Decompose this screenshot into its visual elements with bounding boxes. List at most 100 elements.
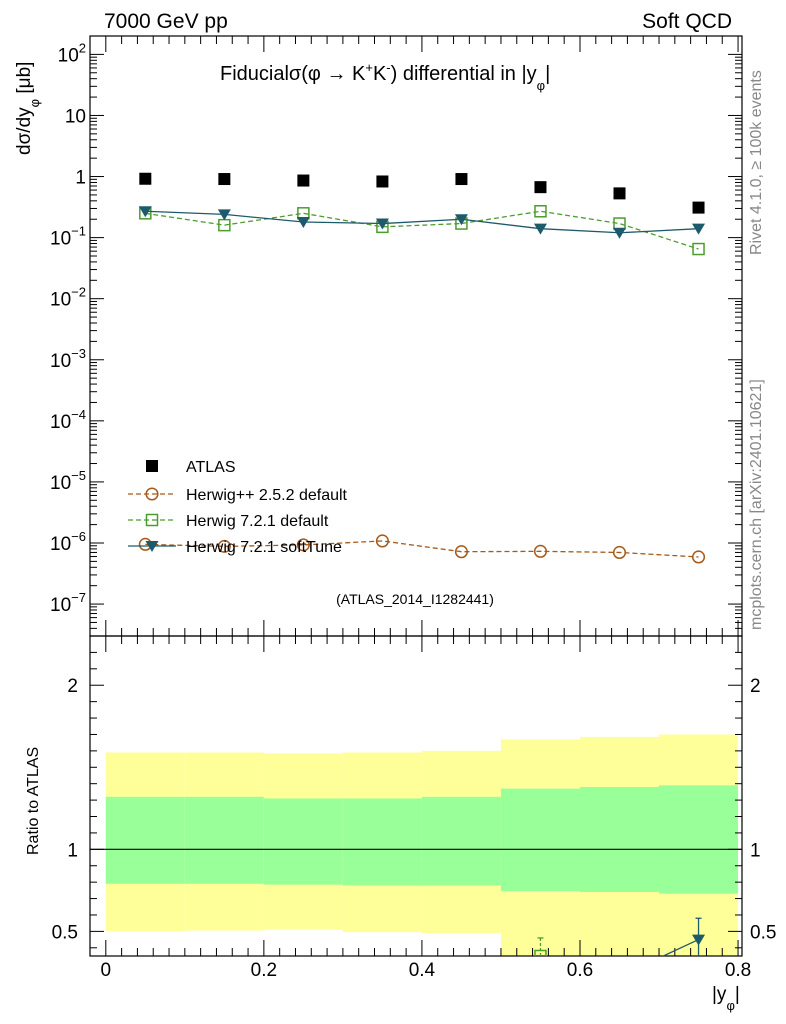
ratio-line <box>661 939 699 956</box>
y-tick-label: 10−3 <box>50 346 86 372</box>
y-tick-label: 10−4 <box>50 407 86 433</box>
plot-title: Fiducialσ(φ → K+K-) differential in |yφ| <box>220 60 550 93</box>
mcplots-label: mcplots.cern.ch [arXiv:2401.10621] <box>748 379 765 630</box>
ratio-band-inner <box>105 796 185 884</box>
data-point <box>375 534 389 548</box>
ratio-band-inner <box>263 798 343 885</box>
ratio-y-tick-label: 1 <box>67 840 78 861</box>
ylabel-part-a: dσ/dy <box>14 107 35 155</box>
x-tick-label: 0 <box>101 960 112 981</box>
y-tick-exponent: −2 <box>71 285 86 300</box>
title-part-d: K <box>373 63 387 85</box>
y-tick-exponent: −1 <box>71 224 86 239</box>
data-point <box>375 218 389 230</box>
y-tick-exponent: 2 <box>79 40 86 55</box>
y-tick-mantissa: 10 <box>50 290 71 311</box>
y-tick-mantissa: 10 <box>58 45 79 66</box>
data-point <box>217 209 231 221</box>
title-part-b: σ(φ → K <box>289 63 366 85</box>
series-line <box>145 210 699 250</box>
data-point <box>692 223 706 235</box>
data-point <box>376 175 389 188</box>
legend-marker <box>145 487 159 501</box>
series-0 <box>139 172 705 214</box>
header-process: Soft QCD <box>642 10 732 33</box>
legend-label: Herwig 7.2.1 softTune <box>186 539 342 556</box>
y-tick-exponent: −4 <box>71 407 86 422</box>
xlabel-part-b: φ <box>726 998 734 1013</box>
data-point <box>139 172 152 185</box>
y-tick-mantissa: 10 <box>50 473 71 494</box>
legend-label: ATLAS <box>186 459 236 476</box>
title-part-h: | <box>545 63 550 85</box>
data-point <box>534 205 547 218</box>
data-point <box>692 201 705 214</box>
ratio-band-inner <box>659 785 739 894</box>
xlabel-part-c: | <box>735 984 740 1005</box>
ratio-point <box>534 949 547 956</box>
ratio-y-axis-label: Ratio to ATLAS <box>25 747 42 855</box>
x-tick-label: 0.6 <box>567 960 593 981</box>
ratio-y-tick-label-right: 0.5 <box>750 922 776 943</box>
data-point <box>454 545 468 559</box>
title-part-g: φ <box>537 78 545 93</box>
data-point <box>218 173 231 186</box>
series-line <box>145 210 699 234</box>
ratio-band-inner <box>579 786 660 892</box>
legend-marker <box>146 460 158 472</box>
ratio-frame <box>89 635 743 957</box>
ratio-band-inner <box>342 798 422 886</box>
legend-label: Herwig++ 2.5.2 default <box>186 487 348 504</box>
data-point <box>613 187 626 200</box>
y-tick-mantissa: 10 <box>50 229 71 250</box>
data-point <box>692 242 705 256</box>
title-part-f: ) differential in |y <box>391 63 537 85</box>
data-point <box>612 545 627 560</box>
y-tick-label: 102 <box>58 40 86 66</box>
x-tick-label: 0.4 <box>409 960 436 981</box>
series-3 <box>138 206 706 239</box>
ratio-y-tick-label-right: 1 <box>750 840 761 861</box>
y-tick-mantissa: 10 <box>50 534 71 555</box>
y-tick-label: 10−7 <box>50 590 86 616</box>
y-tick-mantissa: 10 <box>50 595 71 616</box>
analysis-id: (ATLAS_2014_I1282441) <box>336 591 494 607</box>
ratio-band-inner <box>500 788 580 892</box>
y-tick-exponent: −7 <box>71 590 86 605</box>
header-energy: 7000 GeV pp <box>104 10 228 33</box>
rivet-version-label: Rivet 4.1.0, ≥ 100k events <box>748 70 765 255</box>
y-tick-label: 10−2 <box>50 285 86 311</box>
legend-marker <box>145 541 159 552</box>
data-point <box>691 550 706 564</box>
x-tick-label: 0.2 <box>251 960 277 981</box>
ratio-panel: 0 0.2 0.4 0.6 0.8 0.5 0.5 1 1 2 2 <box>52 635 776 981</box>
ylabel-part-c: [μb] <box>14 62 35 99</box>
data-point <box>454 214 468 226</box>
y-tick-label: 10−1 <box>50 224 86 250</box>
ratio-y-tick-label: 0.5 <box>52 922 78 943</box>
y-tick-mantissa: 1 <box>75 168 86 189</box>
y-tick-mantissa: 10 <box>50 351 71 372</box>
ratio-band-inner <box>184 796 264 884</box>
data-point <box>455 173 468 186</box>
data-point <box>297 174 310 187</box>
y-tick-exponent: −5 <box>71 468 86 483</box>
ylabel-part-b: φ <box>27 99 42 107</box>
title-part-e: - <box>386 60 390 75</box>
y-tick-mantissa: 10 <box>65 106 86 127</box>
series-line <box>145 540 699 558</box>
y-tick-exponent: −3 <box>71 346 86 361</box>
x-axis-label: |yφ| <box>712 984 740 1013</box>
y-tick-label: 1 <box>75 168 86 189</box>
data-point <box>296 217 310 229</box>
y-tick-mantissa: 10 <box>50 412 71 433</box>
y-tick-label: 10 <box>65 106 86 127</box>
data-point <box>217 539 231 553</box>
data-point <box>533 223 547 235</box>
title-part-c: + <box>365 60 373 75</box>
title-part-a: Fiducial <box>220 63 289 85</box>
data-point <box>534 181 547 194</box>
ratio-band-inner <box>421 796 501 886</box>
